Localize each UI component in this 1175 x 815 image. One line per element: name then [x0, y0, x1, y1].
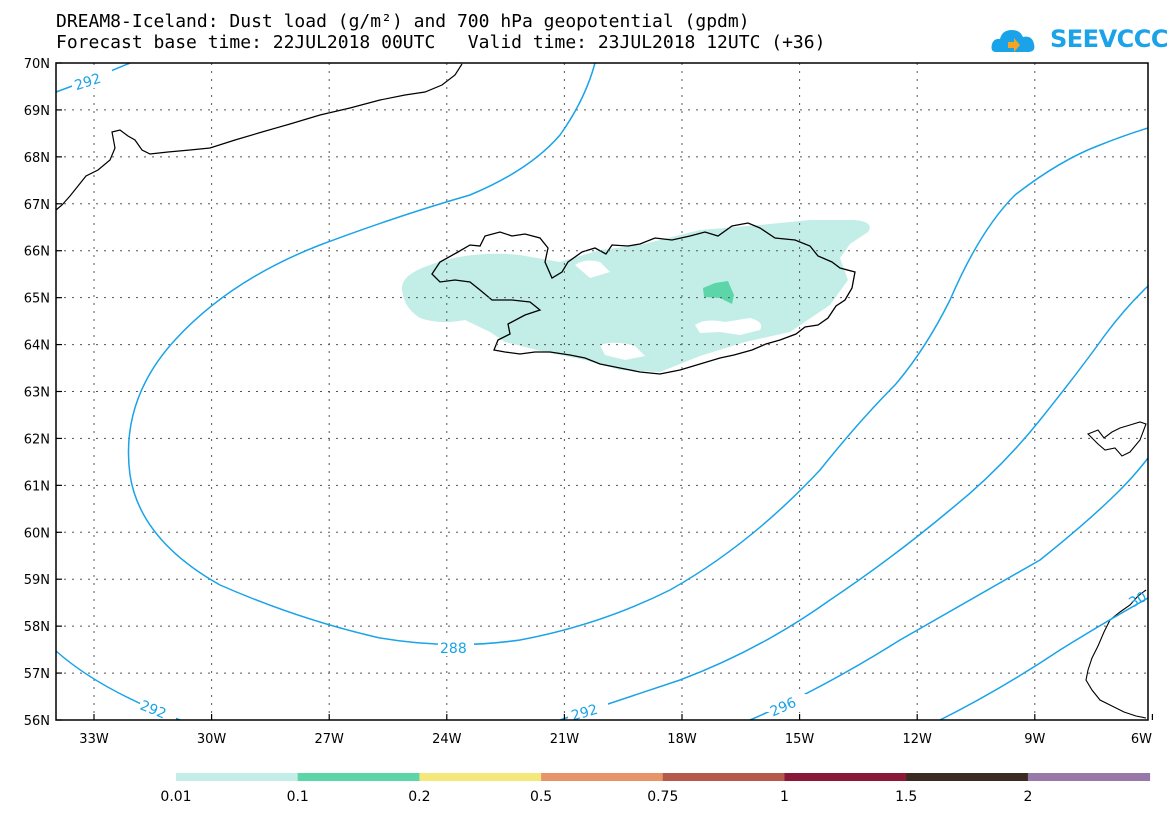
dust-layer	[401, 220, 870, 372]
lon-label: 24W	[432, 732, 462, 747]
dust-hole-1	[695, 318, 762, 335]
dust-area-light	[401, 220, 870, 372]
cloud-logo-icon	[991, 30, 1035, 52]
geopotential-contours	[55, 62, 1149, 721]
lat-label: 70N	[24, 57, 50, 72]
contour-288	[127, 62, 1149, 646]
lat-label: 69N	[24, 104, 50, 119]
logo-text: SEEVCCC	[1050, 25, 1169, 53]
lat-label: 65N	[24, 292, 50, 307]
legend-swatch	[541, 773, 664, 781]
lon-label: 18W	[667, 732, 697, 747]
contour-label-288: 288	[440, 641, 467, 657]
legend-label: 0.2	[408, 789, 430, 805]
lat-label: 68N	[24, 151, 50, 166]
axis-ticks	[56, 62, 1154, 721]
dust-hole-3	[575, 260, 610, 278]
faroe-islands-coastline	[1087, 421, 1147, 457]
legend-label: 0.1	[287, 789, 309, 805]
contour-292-s	[559, 285, 1149, 721]
legend-swatch	[176, 773, 299, 781]
lat-label: 58N	[24, 620, 50, 635]
dust-hole-2	[600, 342, 645, 360]
legend-swatch	[784, 773, 907, 781]
lon-label: 6W	[1131, 732, 1152, 747]
legend-label: 0.75	[647, 789, 678, 805]
greenland-coastline	[55, 63, 463, 211]
lon-label: 33W	[79, 732, 109, 747]
lat-label: 67N	[24, 198, 50, 213]
contour-296	[749, 457, 1149, 721]
legend-label: 1.5	[895, 789, 917, 805]
lon-label: 21W	[550, 732, 580, 747]
gridlines	[56, 63, 1148, 720]
map-title: DREAM8-Iceland: Dust load (g/m²) and 700…	[56, 11, 750, 32]
lat-label: 57N	[24, 667, 50, 682]
latitude-labels: 70N 69N 68N 67N 66N 65N 64N 63N 62N 61N 60N 59N 58N 5…	[24, 57, 50, 729]
lat-label: 64N	[24, 339, 50, 354]
iceland-coastline	[431, 222, 856, 375]
lon-label: 9W	[1024, 732, 1045, 747]
legend-swatch	[662, 773, 785, 781]
lat-label: 61N	[24, 479, 50, 494]
lon-label: 12W	[902, 732, 932, 747]
legend-label: 2	[1023, 789, 1032, 805]
legend-swatch	[1027, 773, 1151, 781]
legend-swatch	[906, 773, 1029, 781]
contour-label-300: 30	[1126, 589, 1149, 611]
legend-label: 1	[780, 789, 789, 805]
contour-label-group: 292 288 292 292 296 30	[72, 70, 1150, 724]
lon-label: 27W	[314, 732, 344, 747]
lat-label: 62N	[24, 432, 50, 447]
lat-label: 66N	[24, 245, 50, 260]
scotland-coastline	[1085, 589, 1147, 719]
legend-swatch	[419, 773, 542, 781]
lon-label: 30W	[197, 732, 227, 747]
lat-label: 59N	[24, 573, 50, 588]
contour-300	[939, 597, 1149, 721]
dust-area-medium	[703, 281, 734, 304]
legend-label: 0.01	[160, 789, 191, 805]
contour-label-292-nw: 292	[73, 71, 103, 94]
lat-label: 60N	[24, 526, 50, 541]
lat-label: 56N	[24, 714, 50, 729]
map-subtitle: Forecast base time: 22JUL2018 00UTC Vali…	[56, 32, 826, 53]
lat-label: 63N	[24, 386, 50, 401]
longitude-labels: 33W 30W 27W 24W 21W 18W 15W 12W 9W 6W	[79, 732, 1152, 747]
legend-label: 0.5	[530, 789, 552, 805]
contour-label-292-s: 292	[570, 702, 600, 725]
lon-label: 15W	[785, 732, 815, 747]
legend-swatch	[297, 773, 420, 781]
color-legend: 0.01 0.1 0.2 0.5 0.75 1 1.5 2	[160, 773, 1151, 805]
